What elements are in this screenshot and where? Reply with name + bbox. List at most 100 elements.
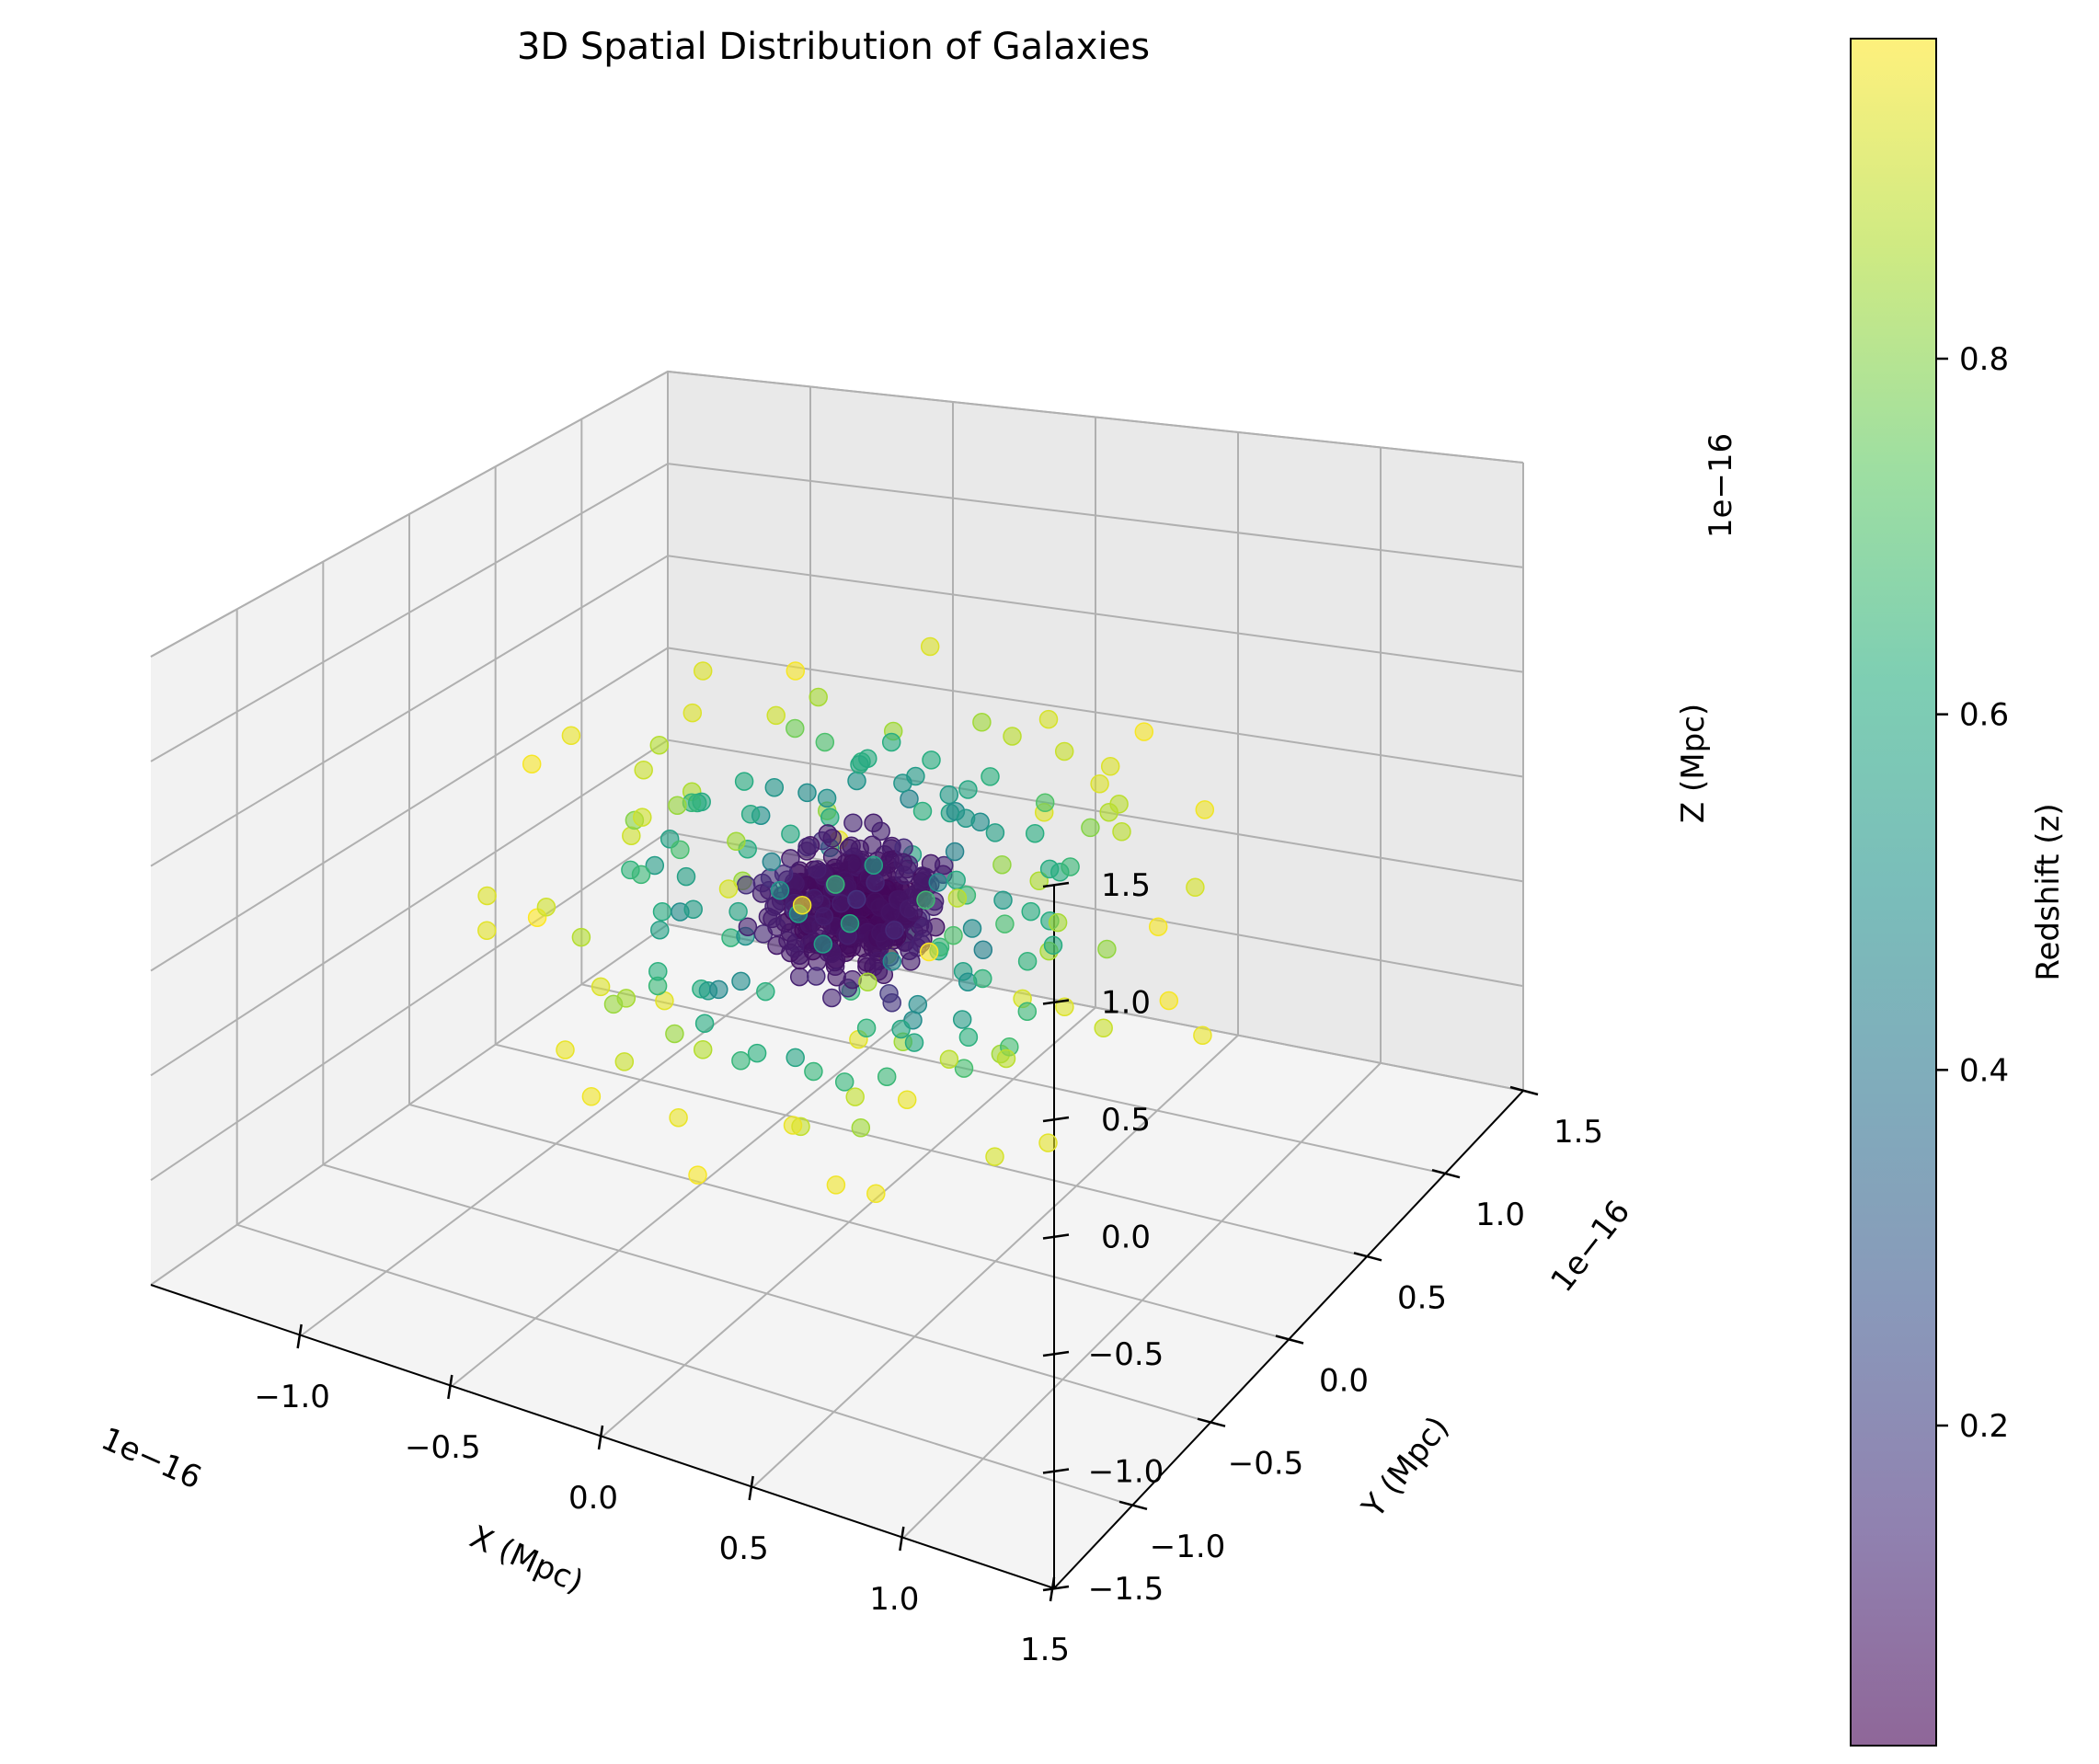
galaxy-point	[740, 805, 761, 824]
galaxy-point	[652, 902, 672, 922]
galaxy-point	[981, 767, 1000, 786]
galaxy-point	[766, 705, 786, 726]
galaxy-point	[973, 968, 992, 989]
galaxy-point	[763, 909, 782, 929]
x-tick	[748, 1475, 754, 1501]
galaxy-point	[683, 899, 703, 919]
galaxy-point	[992, 854, 1012, 875]
y-axis-offset: 1e−16	[1543, 1194, 1637, 1300]
galaxy-point	[756, 981, 775, 1002]
galaxy-point	[894, 865, 914, 885]
galaxy-point	[993, 890, 1013, 911]
z-tick	[1042, 999, 1070, 1005]
galaxy-point	[877, 1067, 897, 1086]
galaxy-point	[939, 1049, 959, 1069]
galaxy-point	[804, 1061, 823, 1082]
y-tick-label: 0.5	[1397, 1279, 1447, 1316]
chart-title: 3D Spatial Distribution of Galaxies	[517, 26, 1150, 68]
galaxy-point	[956, 808, 976, 828]
galaxy-point	[603, 994, 624, 1014]
z-tick-label: 1.5	[1101, 867, 1151, 904]
y-tick	[1197, 1417, 1226, 1427]
z-tick	[1042, 1233, 1070, 1240]
galaxy-point	[633, 808, 652, 827]
galaxy-point	[847, 889, 866, 910]
z-tick-label: −1.0	[1088, 1454, 1164, 1491]
galaxy-point	[901, 952, 921, 971]
galaxy-point	[1021, 901, 1040, 922]
z-grid-line	[150, 739, 1524, 1077]
galaxy-point	[1029, 871, 1049, 891]
galaxy-point	[827, 968, 846, 987]
galaxy-point	[916, 890, 935, 910]
z-axis-label: Z (Mpc)	[1675, 704, 1712, 823]
galaxy-point	[820, 808, 840, 827]
galaxy-point	[797, 837, 817, 856]
galaxy-point	[634, 760, 653, 780]
galaxy-point	[477, 921, 497, 940]
x-tick	[899, 1526, 905, 1552]
galaxy-point	[834, 1072, 855, 1092]
galaxy-point	[1193, 1025, 1212, 1045]
z-tick	[1042, 1350, 1070, 1357]
z-tick-label: 0.5	[1101, 1102, 1151, 1139]
galaxy-point	[882, 952, 902, 971]
galaxy-point	[866, 873, 885, 892]
x-axis-offset: 1e−16	[96, 1420, 207, 1496]
galaxy-point	[809, 687, 828, 707]
galaxy-point	[1186, 877, 1205, 898]
galaxy-point	[922, 750, 941, 770]
galaxy-point	[786, 661, 806, 681]
z-grid-line	[150, 555, 1524, 867]
colorbar-tick-label: 0.8	[1959, 341, 2009, 378]
galaxy-point	[972, 713, 992, 732]
galaxy-point	[851, 1118, 871, 1138]
data-points	[477, 636, 1215, 1204]
galaxy-point	[856, 1018, 877, 1038]
galaxy-point	[818, 824, 838, 843]
galaxy-point	[1100, 757, 1120, 776]
y-tick-label: 1.0	[1475, 1197, 1525, 1233]
galaxy-point	[1048, 912, 1068, 933]
y-tick-label: −0.5	[1228, 1446, 1304, 1483]
galaxy-point	[631, 865, 651, 885]
x-tick-label: −1.0	[254, 1379, 330, 1415]
z-tick-label: −1.5	[1088, 1571, 1164, 1608]
galaxy-point	[693, 1040, 713, 1060]
y-tick-label: −1.0	[1150, 1529, 1226, 1565]
galaxy-point	[767, 935, 786, 956]
galaxy-point	[946, 870, 966, 890]
z-grid-line	[150, 922, 1524, 1286]
galaxy-point	[522, 754, 542, 773]
galaxy-point	[947, 888, 968, 908]
z-tick	[1042, 1468, 1070, 1474]
galaxy-point	[669, 1107, 688, 1128]
galaxy-point	[731, 971, 751, 991]
x-tick	[597, 1425, 604, 1450]
x-tick	[296, 1323, 303, 1349]
galaxy-point	[843, 853, 862, 874]
galaxy-point	[645, 855, 665, 876]
galaxy-point	[571, 927, 591, 947]
galaxy-point	[1038, 709, 1059, 729]
galaxy-point	[962, 919, 982, 938]
galaxy-point	[751, 884, 772, 903]
galaxy-point	[1054, 741, 1074, 762]
galaxy-point	[536, 898, 556, 917]
galaxy-point	[858, 972, 877, 992]
galaxy-point	[1043, 935, 1063, 956]
galaxy-point	[556, 1040, 575, 1060]
galaxy-point	[1109, 795, 1129, 814]
galaxy-point	[789, 967, 809, 987]
y-tick	[1353, 1252, 1382, 1262]
colorbar-tick-label: 0.4	[1959, 1052, 2009, 1089]
galaxy-point	[1112, 822, 1131, 842]
galaxy-point	[783, 1116, 803, 1135]
galaxy-point	[1134, 722, 1154, 741]
colorbar-frame	[1850, 38, 1937, 1747]
galaxy-point	[736, 876, 756, 895]
galaxy-point	[814, 907, 834, 926]
colorbar-tick-label: 0.2	[1959, 1408, 2009, 1445]
x-axis-line	[150, 1284, 1055, 1589]
axis-ticks: −1.0 −0.5 0.0 0.5 1.0 1.5 −1.0 −0.5 0.0 0.5 1.0 1.5…	[254, 867, 1603, 1668]
